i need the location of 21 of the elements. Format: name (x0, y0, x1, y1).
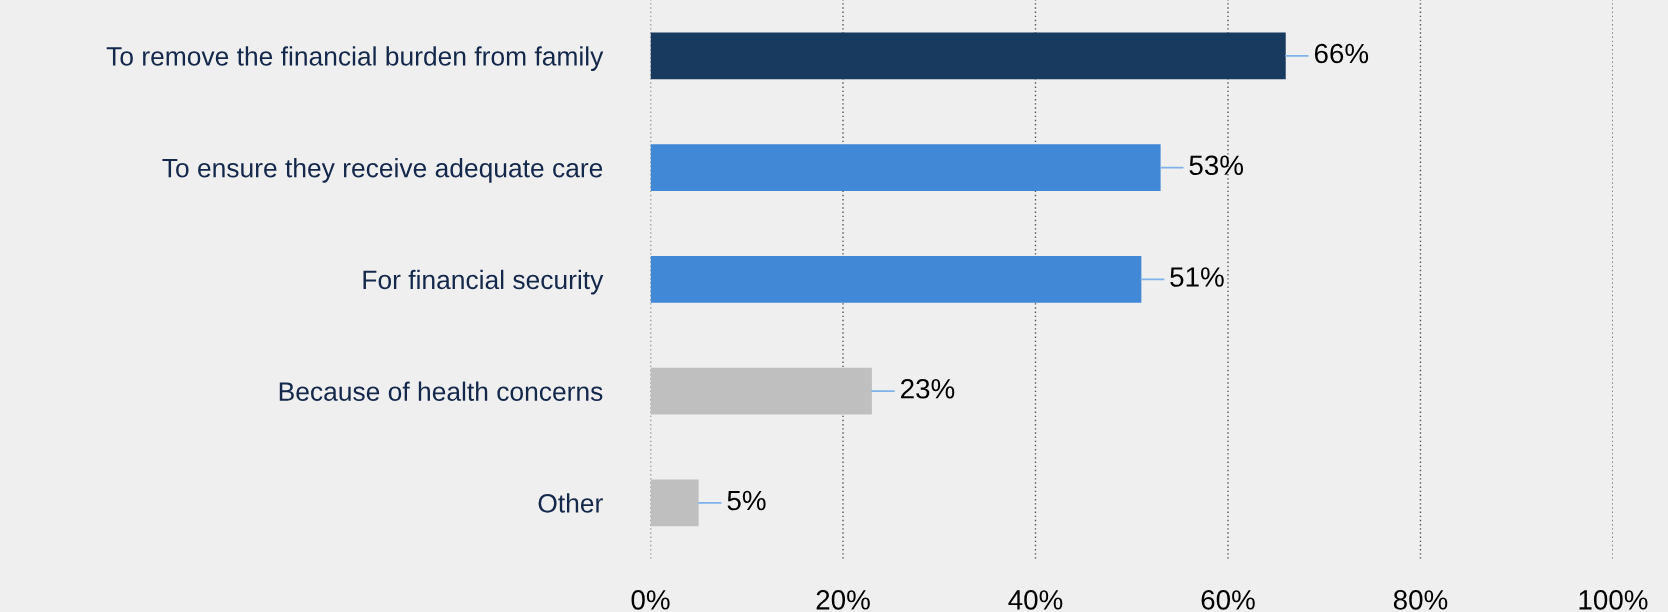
x-tick-label: 20% (816, 590, 870, 610)
x-tick-label: 0% (631, 590, 670, 610)
data-label: 5% (727, 490, 766, 511)
y-tick-label: To remove the financial burden from family (106, 46, 604, 71)
y-tick-label: Because of health concerns (279, 381, 603, 401)
data-label: 51% (1170, 267, 1224, 287)
data-label: 23% (901, 378, 955, 399)
bar (650, 367, 872, 415)
bar (650, 255, 1142, 303)
y-tick-label: Other (538, 493, 603, 513)
x-tick-label: 60% (1201, 590, 1255, 610)
x-tick-label: 80% (1393, 590, 1448, 610)
x-tick-label: 100% (1579, 590, 1648, 610)
x-tick-label: 40% (1008, 590, 1063, 610)
bar (650, 144, 1161, 192)
bar (650, 479, 699, 527)
data-label: 66% (1314, 43, 1369, 64)
data-label: 53% (1189, 155, 1243, 176)
y-tick-label: For financial security (363, 269, 604, 295)
y-tick-label: To ensure they receive adequate care (162, 158, 603, 183)
bar (650, 32, 1286, 80)
